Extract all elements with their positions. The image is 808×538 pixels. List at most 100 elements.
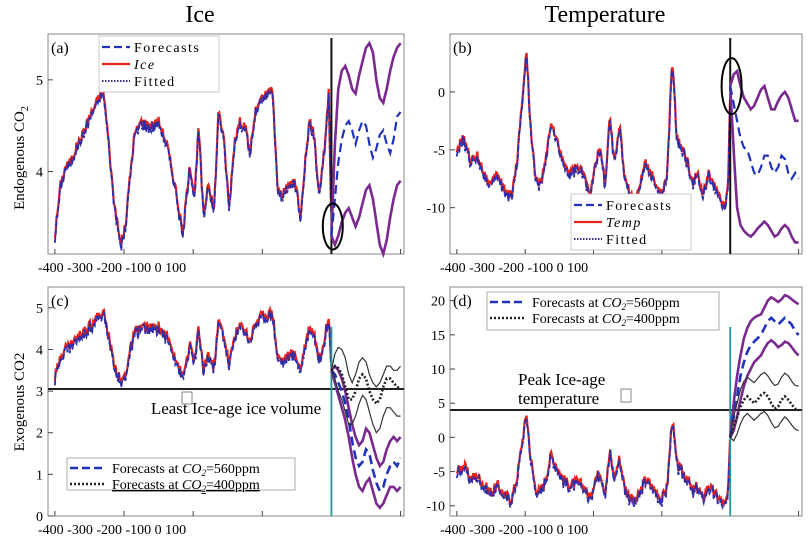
y-tick-label-d: 0 (438, 431, 445, 446)
legend-entry-value: =400ppm (206, 478, 260, 493)
panel-d: -10 -5 0 5 10 15 20 -400 -300 -200 -100 0 100 (d… (426, 286, 803, 538)
forecast_400-lower-d (729, 410, 799, 442)
legend-entry-sub: 2 (201, 484, 206, 494)
y-tick-label-d: 10 (431, 363, 445, 378)
legend-entry-a: Fitted (134, 75, 176, 90)
legend-entry-value: =400ppm (626, 312, 680, 327)
forecast_560-upper-d (728, 293, 800, 438)
panel-label-b: (b) (453, 40, 472, 57)
fitted-forecast-series-c (54, 310, 332, 388)
y-axis-label-top-main: Endogenous CO (12, 111, 28, 210)
panel-c: 0 1 2 3 4 5 -400 -300 -200 -100 0 100 (c) Least … (36, 286, 405, 538)
y-tick-label-c: 5 (36, 302, 43, 317)
legend-entry-sub: 2 (201, 468, 206, 478)
legend-entry-d: Forecasts at CO2=400ppm (532, 312, 680, 328)
plot-area-b (449, 33, 803, 255)
y-tick-label-c: 3 (36, 385, 43, 400)
plot-area-d (449, 286, 803, 517)
y-tick-label-d: -10 (426, 500, 445, 515)
observed-series-a (53, 86, 333, 247)
y-tick-label-d: -5 (433, 466, 445, 481)
legend-entry-var: CO (182, 462, 201, 477)
legend-entry-var: CO (602, 312, 621, 327)
legend-box-a (98, 35, 220, 93)
forecast_560-lower-d (729, 338, 800, 438)
legend-box-c (66, 457, 296, 491)
fitted-series-b (456, 55, 731, 212)
reference-label-c: Least Ice-age ice volume (151, 399, 321, 418)
legend-entry-text: Forecasts at (112, 478, 182, 493)
y-tick-label-c: 1 (36, 468, 43, 483)
fitted-series-c (54, 310, 332, 388)
panel-b: -10 -5 0 -400 -300 -200 -100 0 100 (b) Foreca… (426, 33, 803, 276)
reference-label-line1-d: Peak Ice-age (518, 370, 605, 389)
panel-label-c: (c) (51, 293, 69, 310)
legend-entry-var: CO (602, 296, 621, 311)
y-tick-label-b: -5 (433, 144, 445, 159)
fitted-forecast-series-d (455, 418, 731, 510)
forecast_400-central-d (728, 391, 799, 438)
y-axis-label-bottom: Exogenous CO2 (12, 353, 28, 452)
column-title-ice: Ice (185, 2, 214, 28)
forecast_400-lower-c (330, 370, 401, 434)
y-tick-label-d: 5 (438, 397, 445, 412)
legend-entry-b: Forecasts (606, 199, 672, 214)
x-tick-labels-d: -400 -300 -200 -100 0 100 (440, 523, 588, 538)
reference-label-line2-d: temperature (518, 389, 599, 408)
forecast-upper-band-a (330, 40, 402, 236)
legend-entry-b: Temp (606, 216, 642, 231)
y-tick-label-b: -10 (426, 202, 445, 217)
forecast_560-lower-c (330, 369, 402, 510)
legend-entry-a: Ice (133, 58, 156, 73)
legend-entry-text: Forecasts at (112, 462, 182, 477)
legend-box-d (486, 291, 720, 331)
y-tick-label-b: 0 (438, 86, 445, 101)
legend-entry-value: =560ppm (626, 296, 680, 311)
fitted-series-d (456, 419, 731, 509)
y-axis-label-top-sub: 2 (20, 106, 31, 111)
legend-entry-c: Forecasts at CO2=400ppm (112, 478, 260, 494)
fitted-forecast-series-b (455, 54, 731, 213)
forecast_560-central-c (330, 369, 402, 494)
legend-entry-c: Forecasts at CO2=560ppm (112, 462, 260, 478)
forecast-lower-band-b (728, 86, 799, 244)
column-title-temperature: Temperature (545, 2, 666, 28)
legend-entry-value: =560ppm (206, 462, 260, 477)
annotation-ellipse-a (321, 202, 344, 251)
forecast_400-upper-d (729, 371, 799, 438)
forecast_560-central-d (728, 316, 800, 438)
legend-entry-sub: 2 (621, 318, 626, 328)
legend-entry-sub: 2 (621, 302, 626, 312)
observed-series-b (455, 52, 732, 210)
legend-entry-var: CO (182, 478, 201, 493)
plot-area-c (47, 286, 405, 517)
panel-label-a: (a) (51, 40, 69, 57)
panel-a: 4 5 -400 -300 -200 -100 0 100 (a) Forecasts I… (36, 33, 405, 276)
x-tick-labels-c: -400 -300 -200 -100 0 100 (38, 523, 186, 538)
legend-entry-a: Forecasts (134, 41, 200, 56)
forecast-central-b (729, 85, 800, 181)
placeholder-glyph-icon (181, 391, 193, 405)
legend-entry-text: Forecasts at (532, 312, 602, 327)
legend-entry-text: Forecasts at (532, 296, 602, 311)
y-tick-label-d: 20 (431, 295, 445, 310)
y-tick-label-c: 0 (36, 510, 43, 525)
y-tick-label-d: 15 (431, 329, 445, 344)
legend-entry-d: Forecasts at CO2=560ppm (532, 296, 680, 312)
legend-entry-b: Fitted (606, 233, 648, 248)
y-tick-label-a: 4 (36, 166, 43, 181)
forecast-central-a (330, 111, 402, 236)
annotation-ellipse-b (720, 57, 743, 116)
panel-label-d: (d) (453, 293, 472, 310)
y-axis-label-top: Endogenous CO2 (12, 106, 31, 210)
placeholder-glyph-icon (620, 388, 632, 403)
fitted-forecast-series-a (54, 87, 332, 251)
plot-area-a (47, 33, 405, 255)
y-tick-label-c: 2 (36, 427, 43, 442)
fitted-series-a (54, 88, 332, 251)
x-tick-labels-a: -400 -300 -200 -100 0 100 (38, 261, 186, 276)
x-tick-labels-b: -400 -300 -200 -100 0 100 (440, 261, 588, 276)
y-tick-label-a: 5 (36, 74, 43, 89)
forecast_400-central-c (330, 364, 402, 406)
